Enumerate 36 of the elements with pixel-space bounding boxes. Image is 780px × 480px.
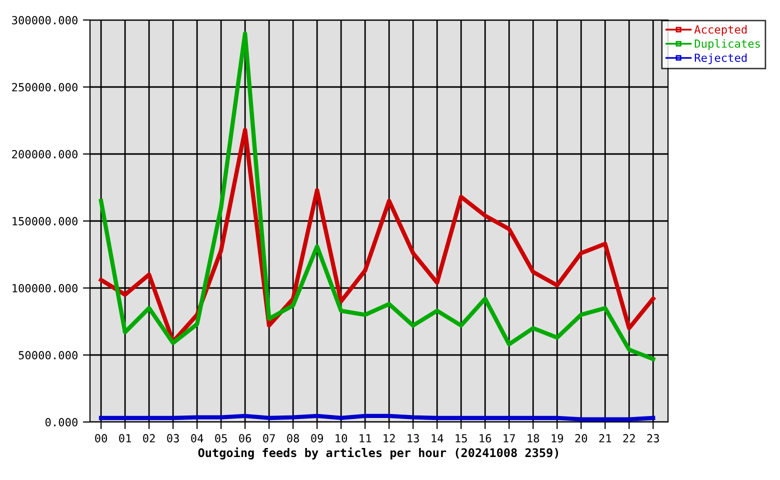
x-tick-label: 04 bbox=[191, 434, 204, 442]
x-tick-label: 14 bbox=[432, 434, 444, 442]
x-tick-label: 08 bbox=[287, 434, 300, 442]
x-tick-label: 09 bbox=[311, 434, 324, 442]
legend-label: Rejected bbox=[694, 53, 747, 64]
x-tick-label: 19 bbox=[552, 434, 564, 442]
x-tick-label: 17 bbox=[504, 434, 515, 442]
x-axis-title: Outgoing feeds by articles per hour (20241008 2359) bbox=[198, 447, 558, 460]
x-tick-label: 11 bbox=[360, 434, 372, 442]
y-tick-label: 100000.000 bbox=[12, 284, 78, 292]
x-tick-label: 02 bbox=[143, 434, 155, 442]
x-tick-label: 13 bbox=[408, 434, 419, 442]
y-tick-label: 250000.000 bbox=[12, 83, 78, 92]
x-tick-label: 18 bbox=[528, 434, 540, 442]
x-tick-label: 07 bbox=[263, 434, 275, 442]
legend-label: Duplicates bbox=[694, 39, 760, 50]
x-tick-label: 06 bbox=[239, 434, 252, 442]
y-tick-label: 200000.000 bbox=[12, 150, 78, 158]
x-tick-label: 21 bbox=[599, 434, 612, 442]
legend-label: Accepted bbox=[694, 25, 747, 36]
x-tick-label: 15 bbox=[456, 434, 467, 442]
x-tick-label: 22 bbox=[623, 434, 635, 442]
y-tick-label: 50000.000 bbox=[18, 351, 78, 360]
x-tick-label: 10 bbox=[336, 434, 348, 442]
x-tick-label: 01 bbox=[119, 434, 131, 442]
x-tick-label: 20 bbox=[575, 434, 588, 442]
x-tick-label: 05 bbox=[215, 434, 227, 442]
y-tick-label: 300000.000 bbox=[12, 16, 78, 24]
x-tick-label: 00 bbox=[95, 434, 108, 442]
x-tick-label: 16 bbox=[480, 434, 492, 442]
x-tick-label: 12 bbox=[384, 434, 395, 442]
x-tick-label: 03 bbox=[167, 434, 179, 442]
y-tick-label: 150000.000 bbox=[12, 217, 78, 226]
x-tick-label: 23 bbox=[647, 434, 659, 442]
y-tick-label: 0.000 bbox=[45, 418, 78, 426]
line-series bbox=[98, 31, 656, 362]
